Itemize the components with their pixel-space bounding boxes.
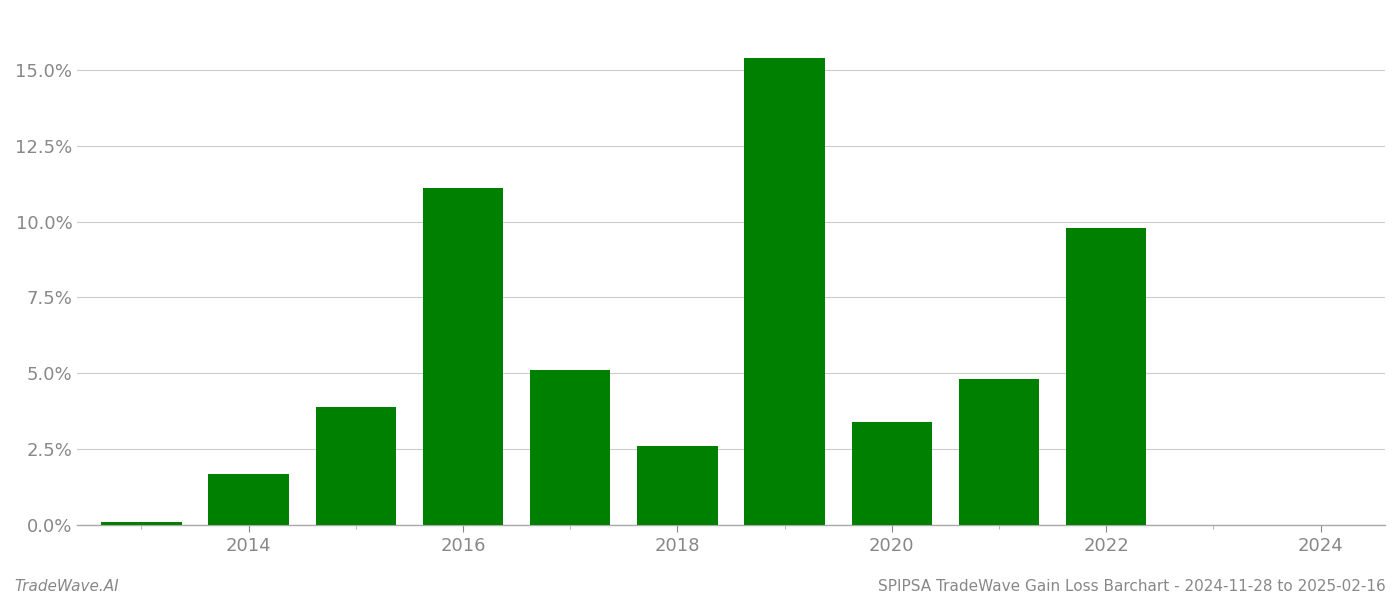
Bar [315, 407, 396, 525]
Bar [531, 370, 610, 525]
Bar [637, 446, 718, 525]
Bar [851, 422, 932, 525]
Bar [101, 522, 182, 525]
Text: TradeWave.AI: TradeWave.AI [14, 579, 119, 594]
Text: SPIPSA TradeWave Gain Loss Barchart - 2024-11-28 to 2025-02-16: SPIPSA TradeWave Gain Loss Barchart - 20… [878, 579, 1386, 594]
Bar [959, 379, 1039, 525]
Bar [209, 473, 288, 525]
Bar [1065, 227, 1147, 525]
Bar [423, 188, 503, 525]
Bar [745, 58, 825, 525]
